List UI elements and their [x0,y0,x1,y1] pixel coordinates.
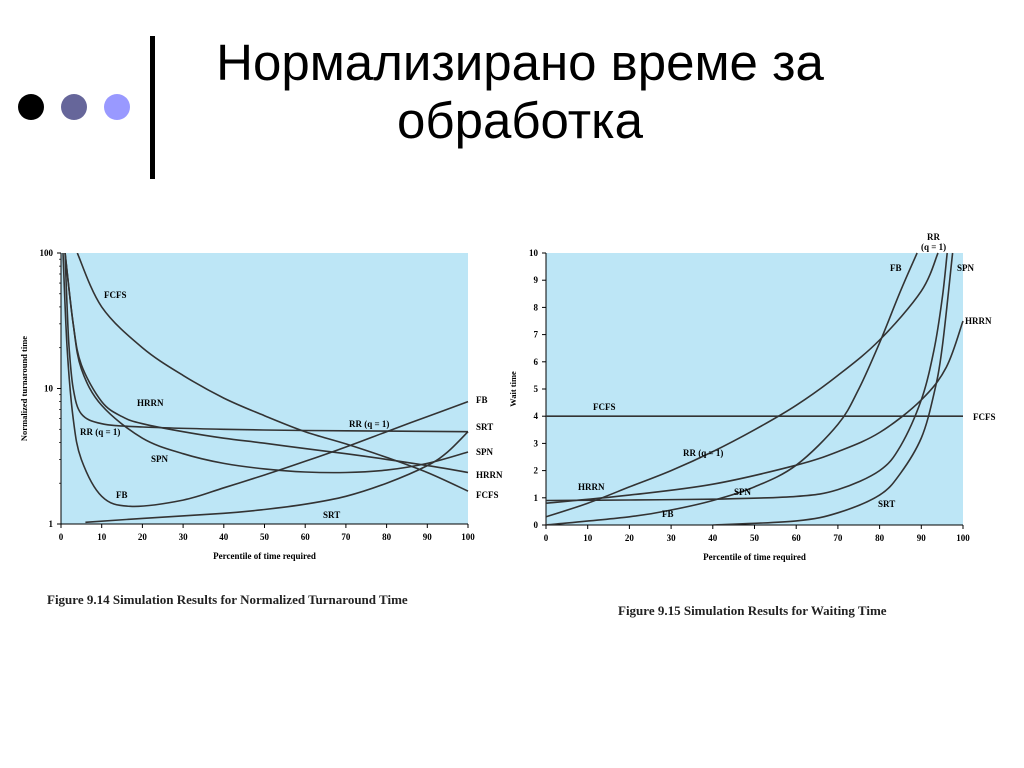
wait-y-tick-label: 9 [534,275,539,285]
bullet-dot-black [18,94,44,120]
wait-x-axis-label: Percentile of time required [703,552,806,562]
slide-title-line2: обработка [397,92,643,149]
turnaround-right-label-fb: FB [476,395,488,405]
turnaround-y-axis-label: Normalized turnaround time [19,336,29,441]
wait-x-tick-label: 100 [956,533,970,543]
turnaround-y-tick-label: 100 [40,248,54,258]
wait-y-tick-label: 10 [529,248,539,258]
wait-x-tick-label: 30 [667,533,677,543]
wait-y-axis-label: Wait time [508,371,518,407]
turnaround-x-tick-label: 90 [423,532,433,542]
wait-edge-label-hrrn: HRRN [965,316,992,326]
turnaround-inline-label-spn: SPN [151,454,169,464]
wait-edge-label-q-1: (q = 1) [921,242,946,252]
turnaround-series-line-srt [85,431,469,524]
turnaround-series-line-fb [62,253,469,508]
bullet-dot-slate [61,94,87,120]
turnaround-x-tick-label: 50 [260,532,270,542]
wait-y-tick-label: 1 [534,493,539,503]
wait-y-tick-label: 4 [534,411,539,421]
wait-inline-label-srt: SRT [878,499,895,509]
turnaround-x-tick-label: 80 [382,532,392,542]
turnaround-inline-label-hrrn: HRRN [137,398,164,408]
turnaround-y-tick-label: 1 [49,519,54,529]
wait-x-tick-label: 40 [708,533,718,543]
turnaround-right-label-spn: SPN [476,447,494,457]
turnaround-x-axis-label: Percentile of time required [213,551,316,561]
turnaround-x-tick-label: 0 [59,532,64,542]
turnaround-series-line-hrrn [64,253,469,474]
turnaround-inline-label-fcfs: FCFS [104,290,127,300]
turnaround-series-line-spn [64,253,469,474]
turnaround-x-tick-label: 70 [341,532,351,542]
turnaround-inline-label-rr-q-1: RR (q = 1) [80,427,120,437]
turnaround-x-tick-label: 10 [97,532,107,542]
wait-inline-label-spn: SPN [734,487,752,497]
turnaround-x-tick-label: 60 [301,532,311,542]
wait-edge-label-fcfs: FCFS [973,412,996,422]
wait-x-tick-label: 0 [544,533,549,543]
wait-chart-caption: Figure 9.15 Simulation Results for Waiti… [618,603,887,618]
wait-series-line-srt [712,252,954,525]
turnaround-x-tick-label: 30 [179,532,189,542]
turnaround-chart-caption: Figure 9.14 Simulation Results for Norma… [47,592,408,607]
turnaround-inline-label-fb: FB [116,490,128,500]
wait-series-line-rr-q-1 [546,252,939,518]
wait-x-tick-label: 10 [583,533,593,543]
wait-y-tick-label: 0 [534,520,539,530]
wait-y-tick-label: 6 [534,357,539,367]
wait-x-tick-label: 50 [750,533,760,543]
wait-inline-label-fb: FB [662,509,674,519]
wait-y-tick-label: 2 [534,466,539,476]
turnaround-right-label-srt: SRT [476,422,493,432]
wait-inline-label-hrrn: HRRN [578,482,605,492]
wait-edge-label-spn: SPN [957,263,975,273]
wait-x-tick-label: 20 [625,533,635,543]
wait-plot-area [546,253,963,525]
wait-inline-label-rr-q-1: RR (q = 1) [683,448,723,458]
title-divider [150,36,155,179]
turnaround-series-line-rr-q-1 [64,253,469,433]
turnaround-plot-area [61,253,468,524]
wait-edge-label-rr: RR [927,232,940,242]
slide-title: Нормализирано време за обработка [160,34,880,150]
wait-y-tick-label: 7 [534,330,539,340]
wait-edge-label-fb: FB [890,263,902,273]
wait-x-tick-label: 70 [833,533,843,543]
wait-x-tick-label: 60 [792,533,802,543]
turnaround-right-label-fcfs: FCFS [476,490,499,500]
turnaround-right-label-hrrn: HRRN [476,470,503,480]
turnaround-x-tick-label: 20 [138,532,148,542]
wait-series-line-spn [546,252,948,502]
slide-title-line1: Нормализирано време за [216,34,824,91]
bullet-dot-lavender [104,94,130,120]
turnaround-inline-label-srt: SRT [323,510,340,520]
wait-inline-label-fcfs: FCFS [593,402,616,412]
wait-y-tick-label: 5 [534,384,539,394]
turnaround-y-tick-label: 10 [44,384,54,394]
wait-x-tick-label: 90 [917,533,927,543]
turnaround-inline-label-rr-q-1: RR (q = 1) [349,419,389,429]
wait-y-tick-label: 3 [534,438,539,448]
turnaround-x-tick-label: 100 [461,532,475,542]
turnaround-x-tick-label: 40 [219,532,229,542]
wait-y-tick-label: 8 [534,302,539,312]
wait-x-tick-label: 80 [875,533,885,543]
